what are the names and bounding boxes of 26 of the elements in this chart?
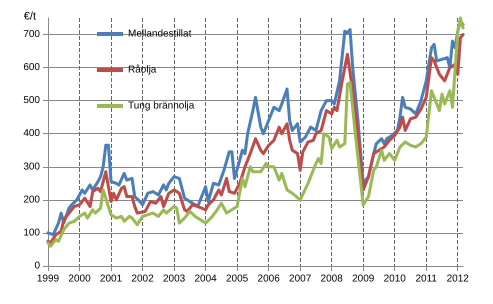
y-tick-label: 600 bbox=[23, 62, 40, 74]
y-tick-label: 700 bbox=[23, 29, 40, 40]
y-axis-title: €/t bbox=[24, 10, 36, 22]
x-tick-label: 2007 bbox=[289, 274, 312, 284]
x-tick-label: 2005 bbox=[226, 274, 249, 284]
x-tick-label: 2012 bbox=[446, 274, 470, 284]
y-tick-label: 0 bbox=[34, 260, 40, 272]
x-tick-label: 1999 bbox=[36, 274, 60, 284]
x-tick-label: 2003 bbox=[162, 274, 186, 284]
x-tick-label: 2006 bbox=[258, 274, 280, 284]
legend-label: Tung brännolja bbox=[128, 100, 195, 112]
x-tick-label: 2009 bbox=[352, 274, 375, 284]
x-tick-label: 2010 bbox=[384, 274, 406, 284]
x-tick-label: 2001 bbox=[100, 274, 123, 284]
legend-label: Mellandestillat bbox=[128, 28, 192, 40]
legend-label: Råolja bbox=[128, 64, 157, 76]
y-tick-label: 500 bbox=[23, 95, 40, 106]
y-tick-label: 400 bbox=[23, 128, 40, 140]
y-tick-label: 100 bbox=[23, 227, 40, 238]
x-tick-label: 2008 bbox=[320, 274, 344, 284]
y-tick-label: 300 bbox=[23, 161, 40, 172]
x-tick-label: 2011 bbox=[415, 274, 438, 284]
y-tick-label: 200 bbox=[23, 194, 40, 206]
x-tick-label: 2000 bbox=[68, 274, 92, 284]
x-tick-label: 2002 bbox=[131, 274, 154, 284]
x-tick-label: 2004 bbox=[194, 274, 218, 284]
